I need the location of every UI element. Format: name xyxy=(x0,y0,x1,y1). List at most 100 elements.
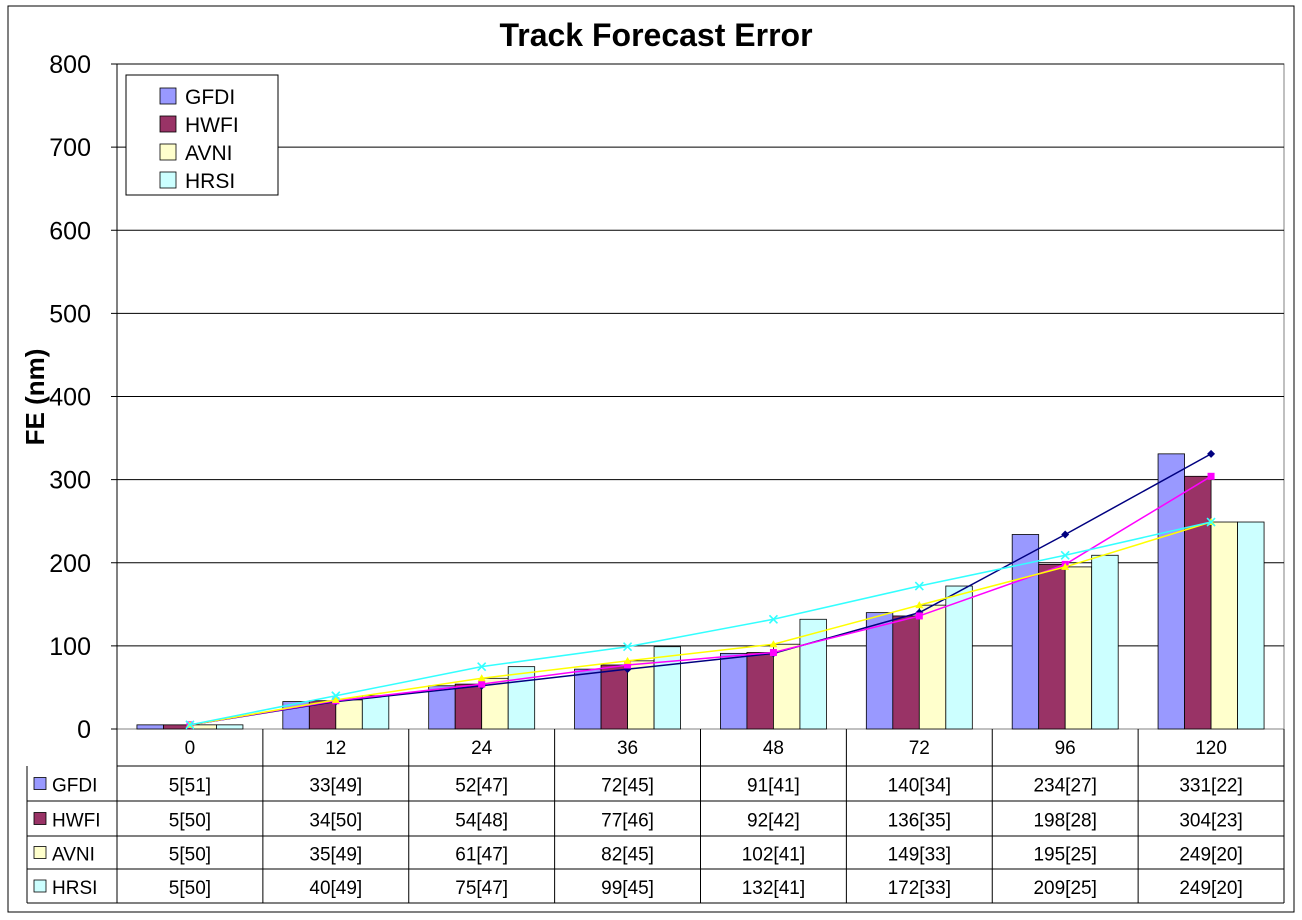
y-tick-label-100: 100 xyxy=(49,633,91,661)
bar-hwfi-48 xyxy=(746,652,774,730)
point-hrsi-72 xyxy=(914,581,924,591)
table-cell-gfdi-120: 331[22] xyxy=(1179,776,1242,797)
table-key-avni xyxy=(33,846,47,859)
data-table: 0 12 24 36 48 72 96 120 GFDI 5[51] 33[49] 52[47] 72[… xyxy=(26,729,1285,904)
table-row-label-gfdi: GFDI xyxy=(52,776,97,797)
table-cell-avni-72: 149[33] xyxy=(888,845,951,866)
bar-gfdi-24 xyxy=(428,685,456,730)
x-tick-label-12: 12 xyxy=(325,738,346,759)
table-cell-avni-36: 82[45] xyxy=(601,845,654,866)
bar-gfdi-48 xyxy=(720,652,748,730)
point-gfdi-96 xyxy=(1061,530,1070,539)
trend-line-gfdi xyxy=(189,453,1212,726)
table-cell-avni-120: 249[20] xyxy=(1179,845,1242,866)
bar-hrsi-72 xyxy=(945,585,973,730)
y-tick-label-0: 0 xyxy=(77,716,91,744)
table-cell-gfdi-96: 234[27] xyxy=(1033,776,1096,797)
table-key-gfdi xyxy=(33,777,47,790)
trend-line-avni xyxy=(189,521,1212,726)
point-hwfi-24 xyxy=(478,680,486,688)
table-cell-hrsi-48: 132[41] xyxy=(742,878,805,899)
x-tick-label-120: 120 xyxy=(1195,738,1227,759)
table-cell-avni-48: 102[41] xyxy=(742,845,805,866)
table-cell-hwfi-120: 304[23] xyxy=(1179,811,1242,832)
table-cell-hwfi-24: 54[48] xyxy=(455,811,508,832)
table-cell-avni-96: 195[25] xyxy=(1033,845,1096,866)
x-tick-label-72: 72 xyxy=(909,738,930,759)
y-tick-label-500: 500 xyxy=(49,300,91,328)
table-cell-hwfi-0: 5[50] xyxy=(169,811,211,832)
chart-title: Track Forecast Error xyxy=(499,17,812,53)
y-tick-label-600: 600 xyxy=(49,217,91,245)
bar-hrsi-12 xyxy=(361,695,390,730)
grid-layer xyxy=(116,63,1285,730)
table-cell-hrsi-0: 5[50] xyxy=(169,878,211,899)
table-cell-gfdi-0: 5[51] xyxy=(169,776,211,797)
table-cell-hrsi-96: 209[25] xyxy=(1033,878,1096,899)
bar-gfdi-36 xyxy=(574,668,602,730)
y-tick-label-300: 300 xyxy=(49,467,91,495)
point-avni-48 xyxy=(769,640,778,648)
bar-hwfi-72 xyxy=(892,615,920,730)
point-hwfi-72 xyxy=(915,612,923,620)
x-tick-label-48: 48 xyxy=(763,738,784,759)
bar-avni-96 xyxy=(1064,566,1093,730)
table-cell-hwfi-96: 198[28] xyxy=(1033,811,1096,832)
bar-hrsi-120 xyxy=(1237,521,1265,730)
point-hwfi-120 xyxy=(1207,472,1215,480)
y-tick-label-200: 200 xyxy=(49,550,91,578)
table-cell-hrsi-36: 99[45] xyxy=(601,878,654,899)
legend-label-hwfi: HWFI xyxy=(185,114,239,137)
table-cell-hrsi-24: 75[47] xyxy=(455,878,508,899)
legend-swatch-gfdi xyxy=(159,87,177,105)
point-hrsi-0 xyxy=(185,720,195,730)
table-row-label-hwfi: HWFI xyxy=(52,811,101,832)
legend-swatch-hwfi xyxy=(159,115,177,133)
bar-avni-72 xyxy=(918,604,947,730)
table-cell-hwfi-48: 92[42] xyxy=(747,811,800,832)
table-cell-hwfi-12: 34[50] xyxy=(309,811,362,832)
table-row-label-avni: AVNI xyxy=(52,845,95,866)
bar-avni-24 xyxy=(481,677,509,730)
point-avni-24 xyxy=(477,674,486,682)
bar-avni-12 xyxy=(335,699,363,730)
bar-layer xyxy=(136,453,1265,730)
table-cell-avni-0: 5[50] xyxy=(169,845,211,866)
x-tick-label-36: 36 xyxy=(617,738,638,759)
legend-swatch-avni xyxy=(159,143,177,161)
x-tick-label-96: 96 xyxy=(1055,738,1076,759)
y-tick-label-700: 700 xyxy=(49,134,91,162)
legend-swatch-hrsi xyxy=(159,171,177,189)
point-hwfi-36 xyxy=(624,661,632,669)
x-tick-label-0: 0 xyxy=(185,738,196,759)
point-avni-12 xyxy=(331,695,340,703)
table-cell-avni-12: 35[49] xyxy=(309,845,362,866)
bar-avni-48 xyxy=(773,643,801,730)
bar-hwfi-96 xyxy=(1038,564,1066,730)
y-tick-label-400: 400 xyxy=(49,384,91,412)
table-cell-hrsi-72: 172[33] xyxy=(888,878,951,899)
bar-avni-36 xyxy=(627,660,655,730)
point-gfdi-120 xyxy=(1207,449,1216,458)
point-hrsi-120 xyxy=(1206,517,1216,527)
axis-layer: 0 100 200 300 400 500 600 700 800 xyxy=(49,51,118,744)
table-key-hrsi xyxy=(33,879,47,893)
bar-hwfi-120 xyxy=(1184,475,1212,730)
line-layer xyxy=(185,449,1216,730)
point-hrsi-24 xyxy=(477,662,487,672)
table-cell-gfdi-48: 91[41] xyxy=(747,776,800,797)
legend-label-avni: AVNI xyxy=(185,142,232,165)
table-cell-hwfi-72: 136[35] xyxy=(888,811,951,832)
table-cell-avni-24: 61[47] xyxy=(455,845,508,866)
bar-hrsi-24 xyxy=(507,666,536,730)
table-cell-gfdi-36: 72[45] xyxy=(601,776,654,797)
legend-box xyxy=(125,74,279,196)
point-hrsi-12 xyxy=(331,691,341,701)
table-row-label-hrsi: HRSI xyxy=(52,878,97,899)
point-hrsi-36 xyxy=(622,642,633,652)
y-axis-label: FE (nm) xyxy=(20,349,50,446)
table-cell-gfdi-12: 33[49] xyxy=(309,776,362,797)
bar-hrsi-48 xyxy=(799,618,827,730)
